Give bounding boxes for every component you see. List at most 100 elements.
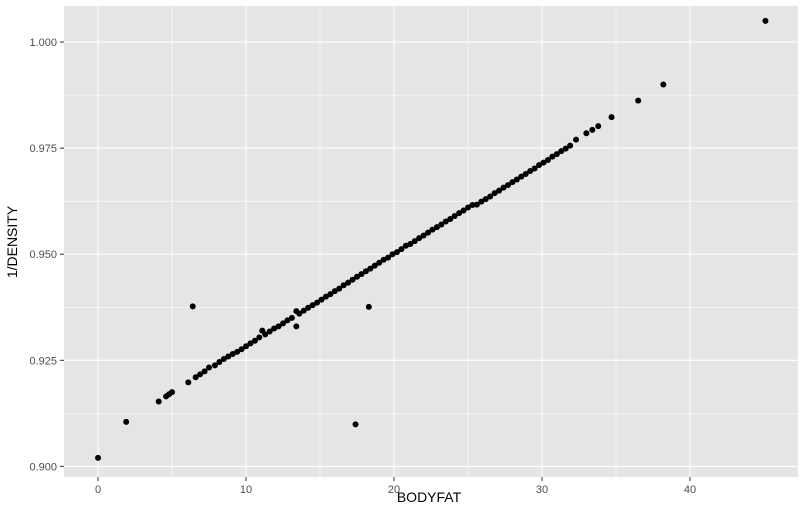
data-point [451, 213, 458, 220]
data-point [504, 182, 511, 189]
data-point [398, 246, 405, 253]
x-tick-label: 20 [388, 484, 400, 496]
data-point [478, 198, 485, 205]
data-point [349, 276, 356, 283]
data-point [340, 282, 347, 289]
data-point [262, 331, 269, 338]
data-point [380, 256, 387, 263]
x-axis-ticks: 0 10 20 30 40 [95, 477, 696, 496]
data-point [496, 187, 503, 194]
data-point [558, 148, 565, 155]
y-tick-label: 0.950 [29, 249, 57, 261]
data-point [553, 151, 560, 158]
data-point [256, 334, 263, 341]
data-point [385, 254, 392, 261]
major-gridlines [64, 6, 798, 477]
data-point [275, 323, 282, 330]
data-point [469, 202, 476, 209]
data-point [354, 273, 361, 280]
y-axis-title: 1/DENSITY [4, 205, 20, 278]
data-point [211, 362, 218, 369]
data-point [238, 346, 245, 353]
data-point [123, 418, 130, 425]
data-point [336, 285, 343, 292]
x-tick-label: 40 [684, 484, 696, 496]
data-point [536, 162, 543, 169]
data-point [367, 265, 374, 272]
data-point [416, 235, 423, 242]
y-tick-label: 0.975 [29, 143, 57, 155]
data-point [389, 251, 396, 258]
x-tick-label: 10 [240, 484, 252, 496]
data-point [583, 130, 590, 137]
data-point [280, 320, 287, 327]
data-point [352, 421, 359, 428]
data-point [314, 299, 321, 306]
data-point [95, 454, 102, 461]
data-point [762, 17, 769, 24]
data-point [433, 224, 440, 231]
data-point [660, 81, 667, 88]
data-point [464, 204, 471, 211]
data-point [531, 165, 538, 172]
data-point [549, 153, 556, 160]
y-axis-ticks: 0.900 0.925 0.950 0.975 1.000 [29, 37, 64, 473]
data-point [243, 343, 250, 350]
data-point [376, 259, 383, 266]
data-point [438, 221, 445, 228]
data-point [407, 241, 414, 248]
data-point [284, 317, 291, 324]
data-point [251, 337, 258, 344]
data-point [509, 179, 516, 186]
data-point [229, 350, 236, 357]
data-point [425, 229, 432, 236]
data-point [567, 142, 574, 149]
data-point [345, 279, 352, 286]
data-point [362, 268, 369, 275]
data-point [220, 356, 227, 363]
x-axis-title: BODYFAT [397, 489, 462, 505]
data-point [544, 157, 551, 164]
data-point [482, 196, 489, 203]
data-point [155, 398, 162, 405]
data-point [271, 325, 278, 332]
data-point [185, 379, 192, 386]
data-point [393, 249, 400, 256]
data-points [95, 17, 769, 461]
data-point [411, 238, 418, 245]
y-tick-label: 0.925 [29, 355, 57, 367]
data-point [442, 218, 449, 225]
data-point [365, 303, 372, 310]
plot-panel [64, 6, 798, 477]
data-point [305, 304, 312, 311]
data-point [322, 293, 329, 300]
data-point [309, 302, 316, 309]
data-point [595, 123, 602, 130]
data-point [420, 232, 427, 239]
data-point [491, 190, 498, 197]
data-point [189, 303, 196, 310]
data-point [293, 323, 300, 330]
x-tick-label: 0 [95, 484, 101, 496]
data-point [608, 114, 615, 121]
data-point [300, 307, 307, 314]
minor-gridlines [64, 6, 798, 477]
data-point [460, 207, 467, 214]
data-point [288, 314, 295, 321]
data-point [296, 310, 303, 317]
data-point [513, 176, 520, 183]
data-point [201, 368, 208, 375]
data-point [527, 168, 534, 175]
data-point [371, 262, 378, 269]
data-point [169, 389, 176, 396]
y-tick-label: 0.900 [29, 461, 57, 473]
data-point [456, 210, 463, 217]
data-point [562, 145, 569, 152]
data-point [247, 340, 254, 347]
data-point [473, 201, 480, 208]
y-tick-label: 1.000 [29, 37, 57, 49]
data-point [331, 288, 338, 295]
data-point [518, 173, 525, 180]
data-point [487, 193, 494, 200]
